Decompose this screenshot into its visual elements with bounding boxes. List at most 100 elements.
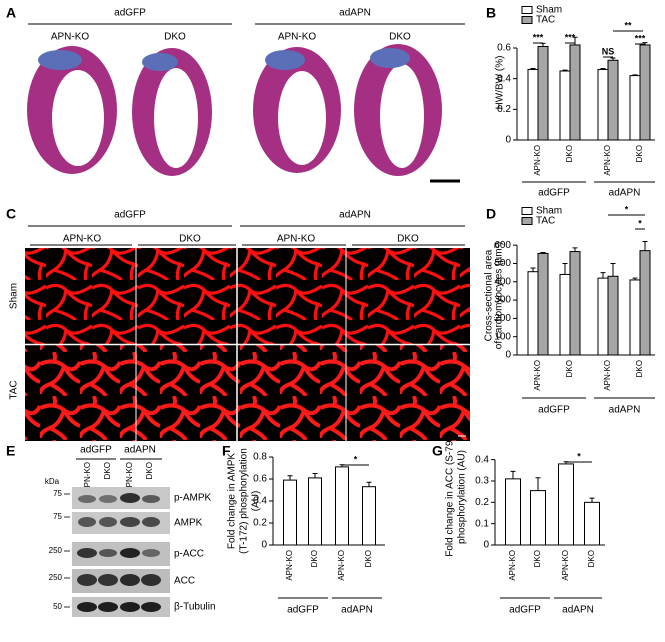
column-label: APN-KO [277, 234, 316, 245]
error-bar [589, 497, 595, 503]
y-axis-label: Fold change in AMPK [227, 453, 238, 549]
y-tick-label: 300 [494, 295, 511, 306]
group-label: adAPN [339, 210, 371, 221]
y-tick-label: 500 [494, 258, 511, 269]
marker-label: 75 [53, 512, 62, 521]
error-bar [600, 68, 606, 70]
group-label: adGFP [287, 605, 319, 616]
error-bar [540, 251, 546, 254]
blot-strips [64, 487, 170, 617]
bar [362, 486, 376, 546]
bar [308, 477, 322, 546]
bar [537, 45, 549, 141]
group-label: adGFP [538, 405, 570, 416]
y-tick-label: 0.8 [253, 452, 267, 463]
y-tick-label: 0.2 [475, 497, 489, 508]
y-tick-label: 0.4 [475, 454, 489, 465]
panel-c: C adGFP adAPN APN-KO DKO APN-KO DKO Sham… [6, 206, 470, 441]
error-bar [572, 247, 578, 252]
x-tick-label: DKO [565, 145, 574, 162]
legend-swatch [521, 16, 533, 24]
panel-letter: D [486, 206, 496, 222]
x-tick-label: APN-KO [285, 550, 294, 581]
significance-label: ** [624, 20, 632, 30]
x-tick-label: APN-KO [603, 360, 612, 391]
bar [530, 490, 546, 546]
bar [607, 275, 619, 356]
x-tick-label: APN-KO [561, 550, 570, 581]
column-label: APN-KO [63, 234, 102, 245]
panel-e: E adGFP adAPN APN-KO DKO APN-KO DKO kDa … [6, 443, 216, 617]
group-label: adAPN [341, 605, 373, 616]
panel-letter: C [6, 206, 16, 222]
x-tick-label: DKO [364, 550, 373, 567]
row-label: TAC [9, 380, 20, 399]
bar [639, 44, 651, 141]
error-bar [530, 68, 536, 70]
bar [537, 252, 549, 356]
y-tick-label: 0.2 [253, 518, 267, 529]
significance-label: * [625, 204, 629, 214]
bar [639, 250, 651, 356]
group-label: adAPN [339, 8, 371, 19]
y-axis-label: Fold change in ACC (S-79) [445, 437, 456, 557]
bar [607, 59, 619, 141]
column-label: DKO [397, 234, 419, 245]
error-bar [562, 69, 568, 71]
bar [569, 44, 581, 141]
error-bar [535, 477, 541, 491]
error-bar [610, 262, 616, 277]
band-label: ACC [174, 576, 195, 587]
y-tick-label: 400 [494, 276, 511, 287]
bar [283, 479, 297, 546]
legend-swatch [521, 207, 533, 215]
y-tick-label: 0.4 [497, 73, 511, 84]
group-label: adAPN [609, 405, 641, 416]
y-tick-label: 0.6 [253, 474, 267, 485]
x-tick-label: DKO [635, 360, 644, 377]
error-bar [312, 473, 318, 478]
y-tick-label: 0 [261, 540, 267, 551]
group-label: adGFP [509, 605, 541, 616]
x-tick-label: APN-KO [508, 550, 517, 581]
unit-label: kDa [45, 477, 60, 486]
error-bar [572, 36, 578, 45]
y-tick-label: 0 [483, 540, 489, 551]
error-bar [610, 57, 616, 61]
y-tick-label: 200 [494, 313, 511, 324]
x-tick-label: DKO [587, 550, 596, 567]
error-bar [562, 262, 568, 275]
group-label: adAPN [609, 188, 641, 199]
band-label: AMPK [174, 518, 203, 529]
y-tick-label: 0.1 [475, 518, 489, 529]
band-label: p-ACC [174, 549, 204, 560]
y-axis-label: phosphorylation (AU) [457, 450, 468, 544]
y-axis-label: of cardiomyocytes (µm²) [494, 242, 505, 349]
error-bar [600, 272, 606, 279]
legend-swatch [521, 217, 533, 225]
bar [597, 68, 609, 141]
error-bar [530, 267, 536, 272]
error-bar [642, 240, 648, 251]
column-label: DKO [164, 32, 186, 43]
x-tick-label: DKO [565, 360, 574, 377]
marker-label: 75 [53, 489, 62, 498]
micrographs [25, 248, 470, 441]
group-label: adAPN [562, 605, 594, 616]
significance-label: NS [602, 46, 615, 56]
error-bar [632, 277, 638, 280]
panel-letter: G [432, 443, 443, 459]
lane-label: DKO [103, 462, 112, 479]
bar [527, 68, 539, 141]
error-bar [510, 470, 516, 479]
x-tick-label: DKO [533, 550, 542, 567]
column-label: APN-KO [278, 32, 317, 43]
column-label: DKO [389, 32, 411, 43]
bar [629, 75, 641, 141]
error-bar [287, 475, 293, 481]
y-tick-label: 0 [505, 135, 511, 146]
significance-label: *** [635, 33, 646, 43]
group-label: adGFP [114, 210, 146, 221]
row-label: Sham [9, 283, 20, 309]
significance-label: *** [565, 32, 576, 42]
